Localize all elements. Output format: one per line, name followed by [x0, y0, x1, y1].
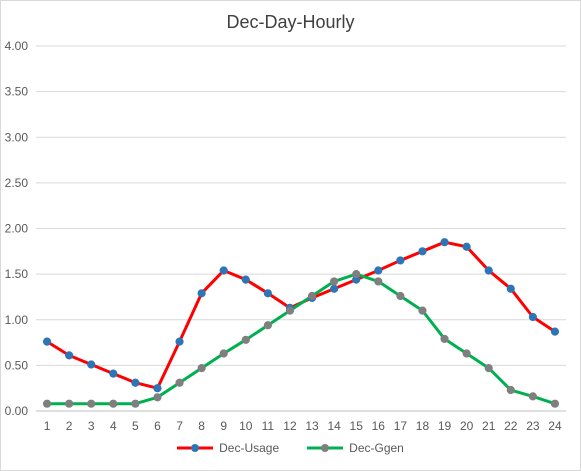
x-tick-label: 13 — [305, 419, 319, 433]
data-point-ggen — [440, 334, 449, 344]
data-point-ggen — [197, 364, 206, 373]
data-point-ggen — [131, 399, 140, 408]
series-layer — [42, 238, 560, 408]
data-point-ggen — [153, 393, 162, 402]
x-tick-label: 24 — [548, 419, 562, 433]
data-point-usage — [65, 351, 74, 360]
y-tick-label: 2.00 — [5, 222, 29, 236]
data-point-ggen — [396, 291, 405, 301]
data-point-ggen — [528, 392, 537, 401]
x-axis-ticks: 1 2 3 4 5 6 7 8 9 10 11 12 13 14 15 16 17 18 19 20 21 22 23 24 — [44, 419, 562, 433]
data-point-usage — [219, 266, 228, 275]
x-tick-label: 10 — [239, 419, 253, 433]
y-tick-label: 3.50 — [5, 85, 29, 99]
x-tick-label: 2 — [66, 419, 73, 433]
x-tick-label: 12 — [283, 419, 297, 433]
data-point-ggen — [550, 399, 560, 408]
data-point-ggen — [462, 349, 471, 358]
data-point-ggen — [330, 277, 339, 286]
y-tick-label: 1.50 — [5, 267, 29, 281]
x-tick-label: 19 — [438, 419, 452, 433]
x-tick-label: 16 — [372, 419, 386, 433]
x-tick-label: 20 — [460, 419, 474, 433]
y-tick-label: 3.00 — [5, 130, 29, 144]
series-line-usage — [46, 240, 556, 390]
x-tick-label: 4 — [110, 419, 117, 433]
series-line-ggen — [47, 272, 556, 406]
x-tick-label: 6 — [154, 419, 161, 433]
data-point-ggen — [484, 364, 493, 373]
y-axis-ticks: 0.00 0.50 1.00 1.50 2.00 2.50 3.00 3.50 4.00 — [5, 39, 29, 418]
y-tick-label: 2.50 — [5, 176, 29, 190]
data-point-usage — [241, 275, 250, 284]
data-point-usage — [462, 242, 471, 251]
y-tick-label: 0.50 — [5, 358, 29, 372]
x-tick-label: 1 — [44, 419, 51, 433]
data-point-usage — [87, 360, 96, 369]
data-point-ggen — [65, 399, 74, 408]
data-point-ggen — [374, 277, 383, 286]
data-point-usage — [263, 289, 272, 298]
data-point-usage — [440, 238, 449, 247]
data-point-usage — [175, 337, 184, 346]
x-tick-label: 8 — [198, 419, 205, 433]
x-tick-label: 23 — [526, 419, 540, 433]
data-point-usage — [528, 312, 537, 322]
data-point-usage — [550, 327, 560, 336]
data-point-ggen — [307, 291, 317, 301]
legend: Dec-Usage Dec-Ggen — [0, 441, 581, 455]
data-point-ggen — [42, 399, 52, 408]
data-point-ggen — [352, 270, 361, 279]
data-point-usage — [330, 284, 339, 293]
y-tick-label: 1.00 — [5, 313, 29, 327]
x-tick-label: 9 — [220, 419, 227, 433]
x-tick-label: 15 — [350, 419, 364, 433]
data-point-ggen — [87, 399, 96, 408]
data-point-usage — [506, 284, 515, 293]
data-point-usage — [197, 289, 206, 298]
data-point-usage — [153, 384, 162, 393]
legend-label-ggen: Dec-Ggen — [349, 441, 404, 455]
data-point-ggen — [219, 349, 228, 358]
data-point-usage — [109, 369, 118, 378]
data-point-usage — [131, 378, 140, 387]
x-tick-label: 22 — [504, 419, 518, 433]
gridlines — [36, 45, 566, 412]
legend-swatch-usage — [177, 444, 214, 452]
legend-item-usage: Dec-Usage — [177, 441, 279, 455]
data-point-usage — [396, 256, 405, 265]
y-tick-label: 0.00 — [5, 404, 29, 418]
x-tick-label: 11 — [262, 419, 275, 433]
data-point-ggen — [175, 378, 184, 387]
x-tick-label: 7 — [176, 419, 183, 433]
data-point-ggen — [506, 385, 515, 395]
x-tick-label: 14 — [327, 419, 341, 433]
x-tick-label: 21 — [482, 419, 496, 433]
data-point-usage — [484, 266, 493, 275]
legend-swatch-ggen — [307, 444, 344, 452]
data-point-ggen — [263, 321, 272, 330]
data-point-usage — [42, 337, 52, 346]
data-point-usage — [374, 266, 383, 275]
data-point-ggen — [241, 335, 250, 344]
x-tick-label: 17 — [394, 419, 408, 433]
data-point-usage — [418, 247, 427, 256]
chart-title: Dec-Day-Hourly — [226, 12, 355, 32]
x-tick-label: 18 — [416, 419, 430, 433]
legend-item-ggen: Dec-Ggen — [307, 441, 404, 455]
x-tick-label: 5 — [132, 419, 139, 433]
legend-label-usage: Dec-Usage — [219, 441, 280, 455]
data-point-ggen — [418, 306, 427, 315]
x-tick-label: 3 — [88, 419, 95, 433]
data-point-ggen — [109, 399, 118, 408]
data-point-ggen — [285, 306, 295, 315]
y-tick-label: 4.00 — [5, 39, 29, 53]
